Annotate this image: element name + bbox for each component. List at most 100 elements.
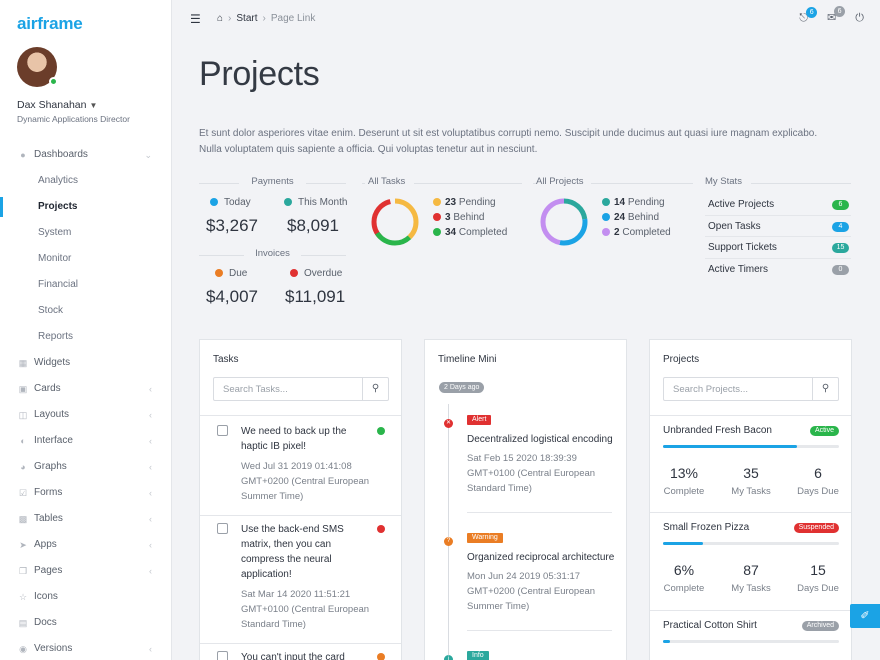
sidebar-item-label: Graphs	[34, 461, 67, 472]
sidebar-item-analytics[interactable]: Analytics	[0, 168, 172, 194]
timeline-tag: Info	[467, 651, 489, 660]
project-name[interactable]: Small Frozen Pizza	[663, 522, 750, 533]
project-metric-complete: 6% Complete	[663, 562, 705, 594]
search-button[interactable]: ⚲	[362, 378, 388, 400]
sidebar-item-financial[interactable]: Financial	[0, 272, 172, 298]
stat-badge: 4	[832, 221, 849, 232]
sidebar-item-interface[interactable]: ◐ Interface ‹	[0, 428, 172, 454]
task-title[interactable]: We need to back up the haptic IB pixel!	[241, 426, 347, 452]
cursor-icon: ➤	[19, 540, 27, 550]
tasks-card-title: Tasks	[213, 354, 239, 365]
chevron-left-icon: ‹	[149, 384, 152, 394]
payments-month-label: This Month	[284, 197, 347, 208]
project-progress-fill	[663, 445, 797, 448]
project-metric-due: 6 Days Due	[797, 465, 839, 497]
projects-card: Projects Search Projects... ⚲ Unbranded …	[649, 339, 852, 660]
sidebar: airframe Dax Shanahan ▼ Dynamic Applicati…	[0, 0, 172, 660]
sidebar-item-cards[interactable]: ▣ Cards ‹	[0, 376, 172, 402]
hamburger-menu-icon[interactable]: ☰	[190, 12, 201, 26]
chevron-left-icon: ‹	[149, 488, 152, 498]
book-icon: ▤	[18, 618, 28, 628]
home-icon: ●	[20, 150, 26, 160]
task-title[interactable]: Use the back-end SMS matrix, then you ca…	[241, 524, 344, 580]
sidebar-item-graphs[interactable]: ◕ Graphs ‹	[0, 454, 172, 480]
app-logo[interactable]: airframe	[17, 14, 83, 33]
project-name[interactable]: Unbranded Fresh Bacon	[663, 425, 772, 436]
projects-search-input[interactable]: Search Projects...	[673, 384, 748, 395]
sidebar-item-icons[interactable]: ☆ Icons	[0, 584, 172, 610]
invoices-overdue-label: Overdue	[290, 268, 342, 279]
sidebar-item-docs[interactable]: ▤ Docs	[0, 610, 172, 636]
layers-icon: ◉	[19, 644, 27, 654]
payments-month-value: $8,091	[287, 216, 339, 235]
invoices-heading: Invoices	[199, 248, 346, 259]
sidebar-item-widgets[interactable]: ▦ Widgets	[0, 350, 172, 376]
task-checkbox[interactable]	[217, 651, 228, 660]
timeline-tag: Warning	[467, 533, 503, 543]
project-name[interactable]: Practical Cotton Shirt	[663, 620, 757, 631]
tasks-search-input[interactable]: Search Tasks...	[223, 384, 288, 395]
timeline-tag: Alert	[467, 415, 492, 425]
sidebar-item-versions[interactable]: ◉ Versions ‹	[0, 636, 172, 660]
chevron-down-icon: ▼	[89, 101, 98, 110]
sidebar-item-label: Apps	[34, 539, 57, 550]
copy-icon: ❐	[18, 566, 28, 576]
sidebar-item-layouts[interactable]: ◫ Layouts ‹	[0, 402, 172, 428]
tasks-card: Tasks Search Tasks... ⚲ We need to back …	[199, 339, 402, 660]
task-title[interactable]: You can't input the card	[241, 652, 345, 660]
my-stats-list: Active Projects 6 Open Tasks 4 Support Tic…	[705, 194, 851, 280]
sidebar-item-monitor[interactable]: Monitor	[0, 246, 172, 272]
breadcrumb-start[interactable]: Start	[236, 13, 258, 24]
home-icon[interactable]: ⌂	[217, 13, 224, 24]
projects-card-title: Projects	[663, 354, 700, 365]
legend-pending: 23 Pending	[433, 195, 507, 210]
timeline-title[interactable]: Organized reciprocal architecture	[467, 552, 615, 563]
top-navbar: ☰ ⌂ › Start › Page Link ⎋ 6 ✉ 6 ⏻	[172, 0, 880, 38]
sidebar-item-pages[interactable]: ❐ Pages ‹	[0, 558, 172, 584]
invoices-due-label: Due	[215, 268, 247, 279]
sidebar-item-reports[interactable]: Reports	[0, 324, 172, 350]
donut-segment-pending	[371, 198, 419, 246]
user-menu-toggle[interactable]: Dax Shanahan ▼	[17, 99, 97, 111]
sidebar-item-label: Monitor	[38, 253, 72, 264]
sidebar-item-label: Tables	[34, 513, 63, 524]
stat-open-tasks[interactable]: Open Tasks 4	[705, 216, 851, 237]
chevron-left-icon: ‹	[149, 410, 152, 420]
sidebar-item-projects[interactable]: Projects	[0, 194, 172, 220]
sidebar-item-system[interactable]: System	[0, 220, 172, 246]
chevron-left-icon: ‹	[149, 462, 152, 472]
sidebar-item-stock[interactable]: Stock	[0, 298, 172, 324]
invoices-due-value: $4,007	[206, 287, 258, 306]
grid-icon: ▦	[18, 358, 28, 368]
sidebar-item-apps[interactable]: ➤ Apps ‹	[0, 532, 172, 558]
notifications-button[interactable]: ⎋ 6	[799, 7, 818, 25]
sidebar-nav: ● Dashboards ⌄ Analytics Projects System…	[0, 142, 172, 660]
all-projects-donut	[540, 198, 588, 246]
chevron-left-icon: ‹	[149, 566, 152, 576]
sidebar-item-dashboards[interactable]: ● Dashboards ⌄	[0, 142, 172, 168]
page-title: Projects	[199, 55, 320, 93]
logout-button[interactable]: ⏻	[855, 12, 864, 25]
breadcrumb-current: Page Link	[270, 13, 316, 24]
task-checkbox[interactable]	[217, 425, 228, 436]
stat-support-tickets[interactable]: Support Tickets 15	[705, 237, 851, 259]
search-icon: ⚲	[371, 383, 380, 394]
stat-active-projects[interactable]: Active Projects 6	[705, 194, 851, 216]
stat-badge: 15	[832, 243, 849, 253]
task-status-dot	[377, 653, 385, 660]
sidebar-item-label: Pages	[34, 565, 63, 576]
theme-customizer-button[interactable]: ✐	[850, 604, 880, 628]
top-actions: ⎋ 6 ✉ 6 ⏻	[783, 6, 864, 25]
timeline-title[interactable]: Decentralized logistical encoding	[467, 434, 613, 445]
close-circle-icon: ✕	[444, 419, 453, 428]
stat-active-timers[interactable]: Active Timers 0	[705, 259, 851, 281]
stat-badge: 6	[832, 200, 849, 210]
sidebar-item-tables[interactable]: ▩ Tables ‹	[0, 506, 172, 532]
messages-button[interactable]: ✉ 6	[827, 6, 846, 24]
avatar[interactable]	[17, 47, 58, 87]
task-checkbox[interactable]	[217, 523, 228, 534]
search-button[interactable]: ⚲	[812, 378, 838, 400]
sidebar-item-label: Stock	[38, 305, 64, 316]
chevron-down-icon: ⌄	[144, 150, 152, 160]
sidebar-item-forms[interactable]: ☑ Forms ‹	[0, 480, 172, 506]
